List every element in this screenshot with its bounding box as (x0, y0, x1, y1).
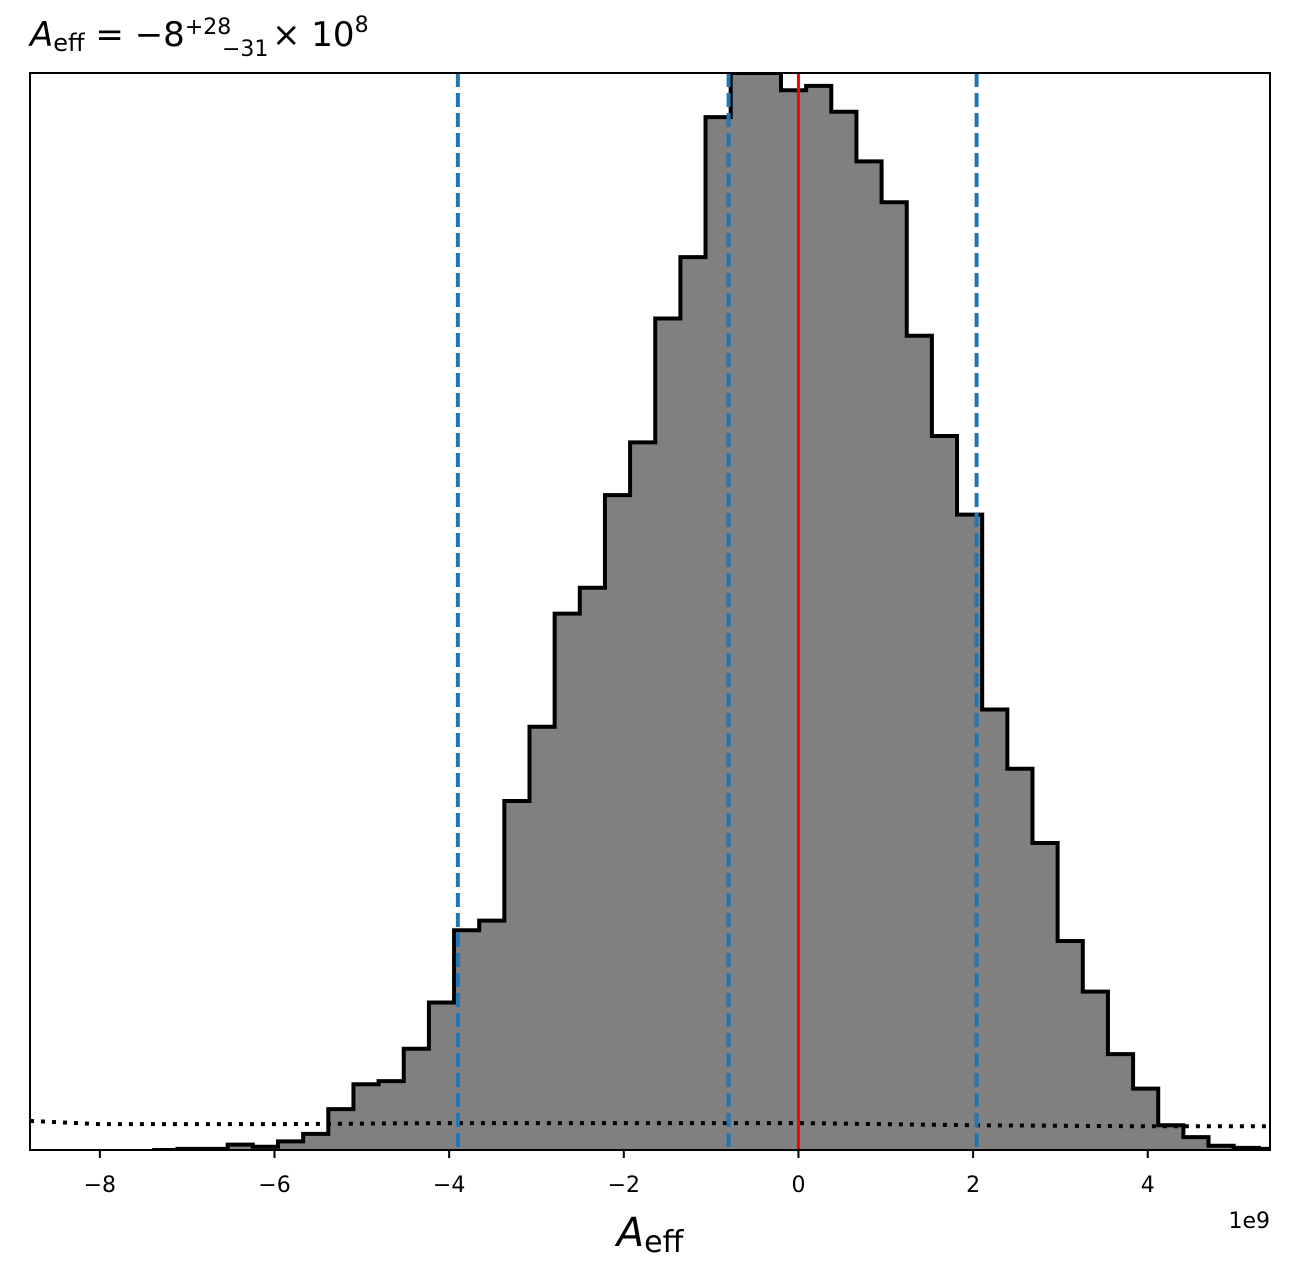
histogram-bar (554, 613, 581, 1150)
histogram-bar (303, 1133, 329, 1150)
x-tick-label: 2 (966, 1173, 980, 1198)
histogram-bar (630, 442, 656, 1150)
axes-frame (29, 72, 1271, 1151)
title-symbol-subscript: eff (53, 29, 85, 57)
histogram-bar (579, 587, 606, 1150)
histogram-bar (1007, 768, 1033, 1150)
histogram-bar (428, 1002, 455, 1150)
histogram-bar (1057, 941, 1084, 1150)
histogram-bar (403, 1048, 430, 1150)
x-tick-label: 4 (1141, 1173, 1155, 1198)
title-lower-error: −31 (222, 37, 268, 62)
title-multiplier: × 10 (272, 15, 355, 55)
x-axis-label-symbol: A (614, 1210, 644, 1256)
plot-area (30, 73, 1270, 1150)
x-axis-label: Aeff (614, 1210, 685, 1260)
histogram-bar (1107, 1054, 1134, 1150)
x-tick-label: −2 (608, 1173, 640, 1198)
x-axis-offset-label: 1e9 (1228, 1209, 1270, 1234)
histogram-bar (856, 161, 883, 1150)
histogram-bar (755, 73, 782, 1150)
histogram-bar (881, 202, 908, 1150)
x-tick-label: −4 (433, 1173, 465, 1198)
histogram-bar (479, 920, 505, 1150)
histogram-bar (1082, 991, 1109, 1150)
chart-title: Aeff = −8+28 −31 × 108 (28, 13, 369, 62)
histogram-bar (780, 90, 807, 1150)
histogram-bar (957, 514, 983, 1150)
title-upper-error: +28 (185, 15, 231, 40)
title-exponent: 8 (355, 13, 369, 38)
x-tick-label: 0 (791, 1173, 805, 1198)
histogram-bar (831, 111, 857, 1150)
histogram-bars (177, 73, 1270, 1150)
histogram-bar (1208, 1145, 1235, 1150)
histogram-bar (227, 1144, 254, 1150)
histogram-bar (278, 1141, 304, 1150)
histogram-bar (353, 1084, 380, 1150)
title-median: −8 (135, 15, 185, 55)
histogram-bar (906, 335, 933, 1150)
title-symbol: A (28, 15, 53, 55)
histogram-bar (504, 801, 530, 1150)
histogram-bar (806, 85, 832, 1150)
histogram-bar (529, 726, 556, 1150)
svg-text:Aeff = −8+28−31× 108: Aeff = −8+28 −31 × 108 (28, 13, 369, 62)
histogram-outline (152, 73, 1270, 1150)
histogram-bar (931, 435, 958, 1150)
histogram-bar (378, 1081, 405, 1150)
histogram-bar (328, 1109, 354, 1150)
histogram-bar (1133, 1088, 1159, 1150)
x-axis: −8 −6 −4 −2 0 2 4 (84, 1150, 1155, 1198)
histogram-bar (1158, 1125, 1184, 1150)
x-tick-label: −8 (84, 1173, 116, 1198)
histogram-bar (655, 318, 681, 1150)
x-tick-label: −6 (258, 1173, 290, 1198)
histogram-bar (1032, 843, 1059, 1150)
histogram-bar (730, 73, 757, 1150)
prior-dotted-line (30, 1118, 1270, 1129)
title-equals: = (85, 15, 135, 55)
x-axis-label-subscript: eff (644, 1225, 684, 1260)
histogram-bar (604, 495, 631, 1150)
histogram-bar (982, 709, 1008, 1150)
histogram-bar (1183, 1137, 1210, 1150)
histogram-bar (680, 257, 707, 1150)
